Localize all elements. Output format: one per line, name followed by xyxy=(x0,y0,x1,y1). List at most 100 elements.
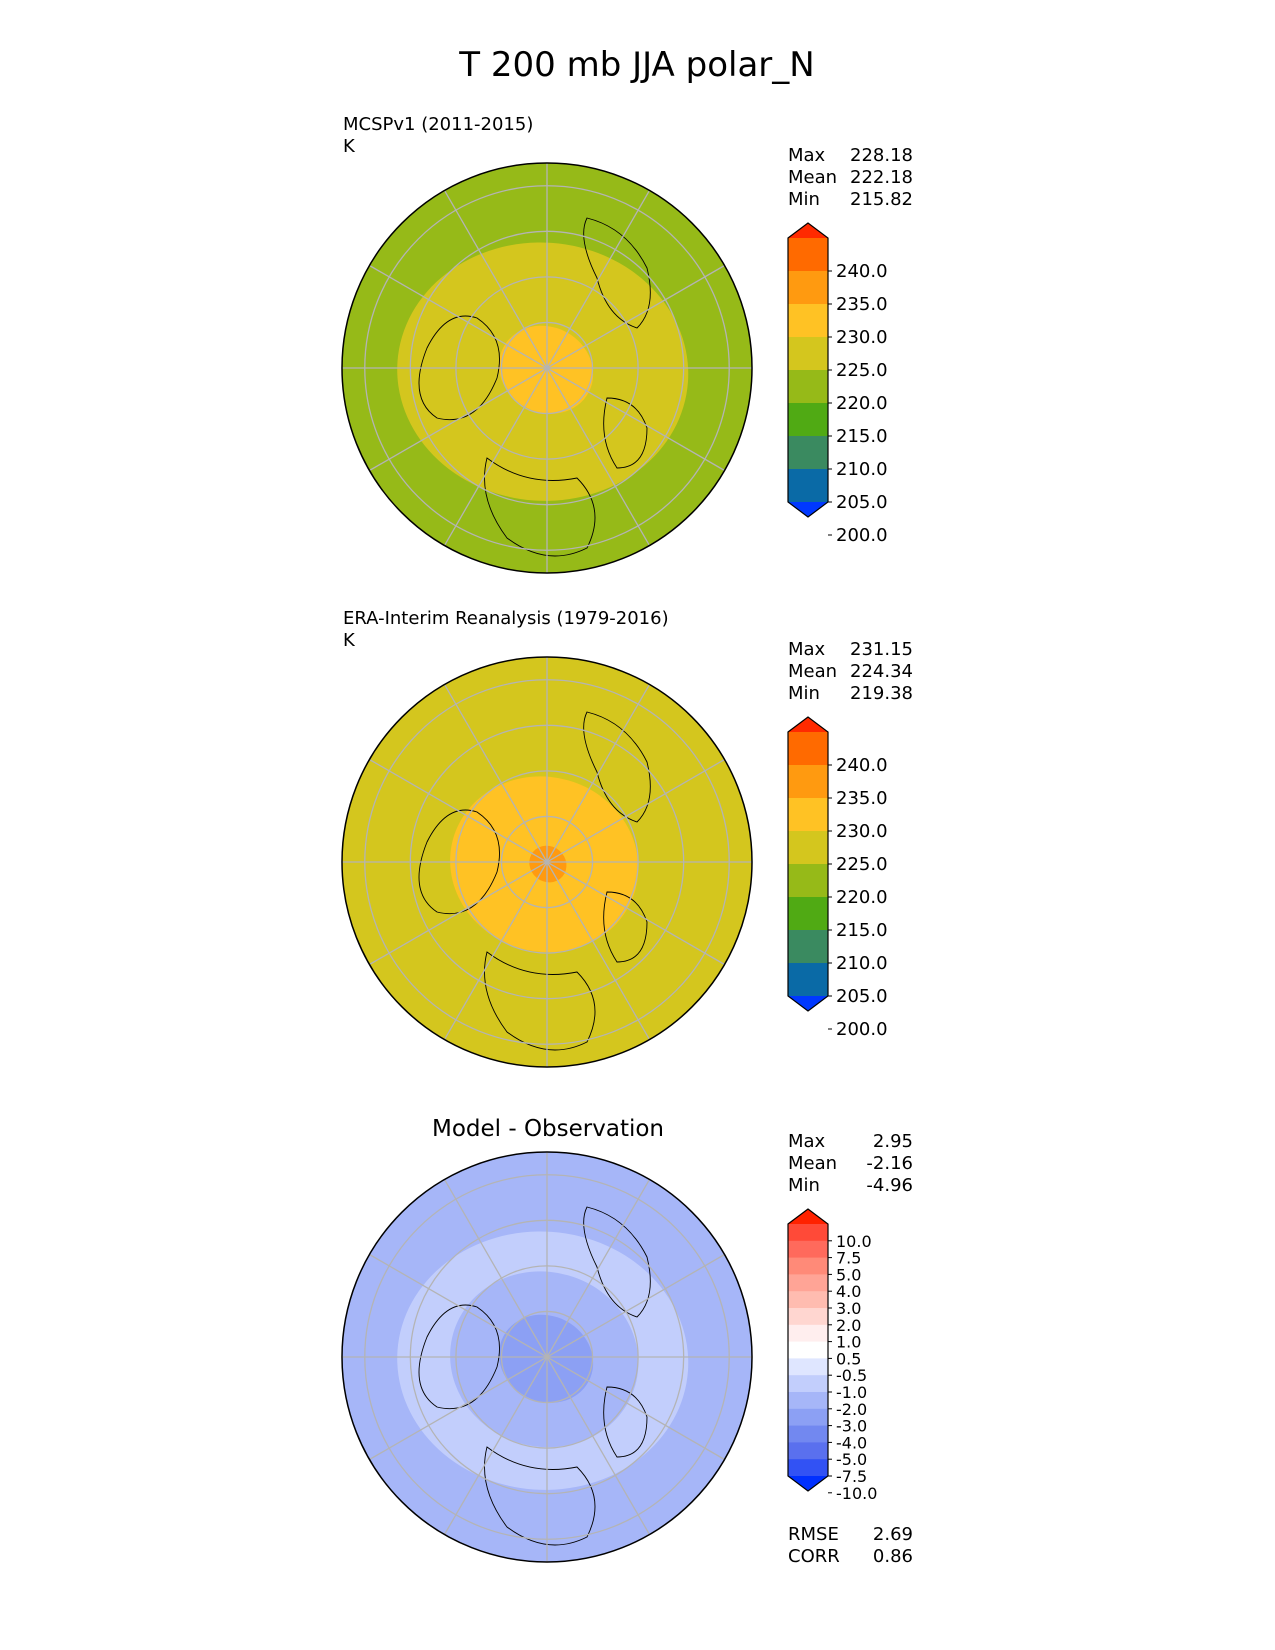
panel-obs-border xyxy=(341,656,753,1068)
panel-model-grid xyxy=(342,163,752,573)
panel-diff-stats: Max 2.95 Mean -2.16 Min -4.96 xyxy=(788,1131,913,1196)
colorbar-segment xyxy=(788,930,828,964)
colorbar-tick-label: -2.0 xyxy=(836,1400,867,1419)
colorbar-segment xyxy=(788,1408,828,1427)
colorbar-segment xyxy=(788,1257,828,1275)
stat-value: 222.18 xyxy=(850,167,913,188)
colorbar-segment xyxy=(788,370,828,404)
colorbar-segment xyxy=(788,238,828,272)
coastline xyxy=(484,951,596,1051)
coastline xyxy=(603,891,648,963)
colorbar-tick-label: 0.5 xyxy=(836,1349,861,1368)
colorbar-tick-label: 2.0 xyxy=(836,1316,861,1335)
panel-diff-title: Model - Observation xyxy=(432,1116,664,1142)
colorbar-tick-label: 230.0 xyxy=(836,821,888,842)
colorbar-tick-label: 210.0 xyxy=(836,953,888,974)
colorbar-extend-top xyxy=(788,1209,828,1224)
coastline xyxy=(583,217,651,329)
panel-diff: Model - Observation Max 2.95 Mean -2.16 … xyxy=(341,1116,913,1567)
colorbar-extend-bottom xyxy=(788,1476,828,1491)
colorbar-segment xyxy=(788,436,828,470)
colorbar-tick-label: -5.0 xyxy=(836,1450,867,1469)
colorbar-segment xyxy=(788,1375,828,1393)
colorbar-segment xyxy=(788,765,828,799)
stat-value: -2.16 xyxy=(866,1153,913,1174)
colorbar-segment xyxy=(788,1392,828,1410)
colorbar-segment xyxy=(788,271,828,305)
colorbar-tick-label: 4.0 xyxy=(836,1282,861,1301)
stat-value: 2.95 xyxy=(873,1131,913,1152)
stat-label: Mean xyxy=(788,661,837,682)
colorbar-segment xyxy=(788,1324,828,1343)
colorbar-tick-label: 235.0 xyxy=(836,294,888,315)
colorbar-tick-label: 210.0 xyxy=(836,459,888,480)
colorbar-tick-label: -0.5 xyxy=(836,1366,867,1385)
colorbar-tick-label: 200.0 xyxy=(836,1019,888,1040)
colorbar-tick-label: -4.0 xyxy=(836,1433,867,1452)
colorbar-segment xyxy=(788,1341,828,1359)
colorbar-tick-label: 215.0 xyxy=(836,920,888,941)
panel-obs: ERA-Interim Reanalysis (1979-2016) K Max… xyxy=(341,608,913,1068)
colorbar-segment xyxy=(788,403,828,437)
coastline xyxy=(603,1386,648,1458)
panel-model-border xyxy=(341,162,753,574)
colorbar-extend-bottom xyxy=(788,996,828,1011)
colorbar-tick-label: 220.0 xyxy=(836,887,888,908)
colorbar-tick-label: 7.5 xyxy=(836,1249,861,1268)
colorbar-tick-label: 220.0 xyxy=(836,393,888,414)
colorbar-segment xyxy=(788,1224,828,1242)
panel-model-colorbar: 240.0 235.0 230.0 225.0 220.0 215.0 210.0 205.0… xyxy=(787,222,888,546)
colorbar-tick-label: 205.0 xyxy=(836,986,888,1007)
colorbar-segment xyxy=(788,963,828,997)
colorbar-segment xyxy=(788,304,828,338)
panel-model: MCSPv1 (2011-2015) K Max 228.18 Mean 222… xyxy=(341,114,913,574)
coastline xyxy=(603,397,648,469)
colorbar-segment xyxy=(788,1240,828,1259)
stat-label: Max xyxy=(788,145,826,166)
stat-label: CORR xyxy=(788,1546,840,1567)
colorbar-tick-label: 230.0 xyxy=(836,327,888,348)
colorbar-segment xyxy=(788,1291,828,1309)
colorbar-tick-label: 235.0 xyxy=(836,788,888,809)
coastline xyxy=(484,457,596,557)
coastline xyxy=(583,711,651,823)
colorbar-segment xyxy=(788,337,828,371)
stat-label: Max xyxy=(788,639,826,660)
panel-obs-units: K xyxy=(343,630,356,651)
colorbar-tick-label: 225.0 xyxy=(836,854,888,875)
stat-value: 228.18 xyxy=(850,145,913,166)
colorbar-tick-label: 240.0 xyxy=(836,261,888,282)
panel-obs-grid xyxy=(342,657,752,1067)
figure-title: T 200 mb JJA polar_N xyxy=(458,45,814,85)
colorbar-tick-label: 3.0 xyxy=(836,1299,861,1318)
colorbar-tick-label: 240.0 xyxy=(836,755,888,776)
colorbar-tick-label: 225.0 xyxy=(836,360,888,381)
colorbar-tick-label: 10.0 xyxy=(836,1232,872,1251)
panel-model-stats: Max 228.18 Mean 222.18 Min 215.82 xyxy=(788,145,913,210)
colorbar-extend-top xyxy=(788,223,828,238)
colorbar-tick-label: -1.0 xyxy=(836,1383,867,1402)
colorbar-segment xyxy=(788,469,828,503)
stat-value: 0.86 xyxy=(873,1546,913,1567)
stat-label: Mean xyxy=(788,1153,837,1174)
panel-model-title: MCSPv1 (2011-2015) xyxy=(343,114,533,135)
coastline xyxy=(484,1446,596,1546)
panel-diff-border xyxy=(341,1151,753,1563)
stat-value: 231.15 xyxy=(850,639,913,660)
stat-label: Min xyxy=(788,1175,820,1196)
colorbar-tick-label: 200.0 xyxy=(836,525,888,546)
panel-model-units: K xyxy=(343,136,356,157)
panel-obs-title: ERA-Interim Reanalysis (1979-2016) xyxy=(343,608,669,629)
colorbar-segment xyxy=(788,1308,828,1326)
colorbar-segment xyxy=(788,1358,828,1376)
colorbar-segment xyxy=(788,732,828,766)
stat-label: Max xyxy=(788,1131,826,1152)
colorbar-segment xyxy=(788,864,828,898)
stat-label: Mean xyxy=(788,167,837,188)
colorbar-tick-label: 1.0 xyxy=(836,1333,861,1352)
panel-diff-footer-stats: RMSE 2.69 CORR 0.86 xyxy=(788,1524,913,1567)
stat-value: 215.82 xyxy=(850,189,913,210)
colorbar-tick-label: -3.0 xyxy=(836,1417,867,1436)
stat-value: 2.69 xyxy=(873,1524,913,1545)
colorbar-tick-label: -7.5 xyxy=(836,1467,867,1486)
